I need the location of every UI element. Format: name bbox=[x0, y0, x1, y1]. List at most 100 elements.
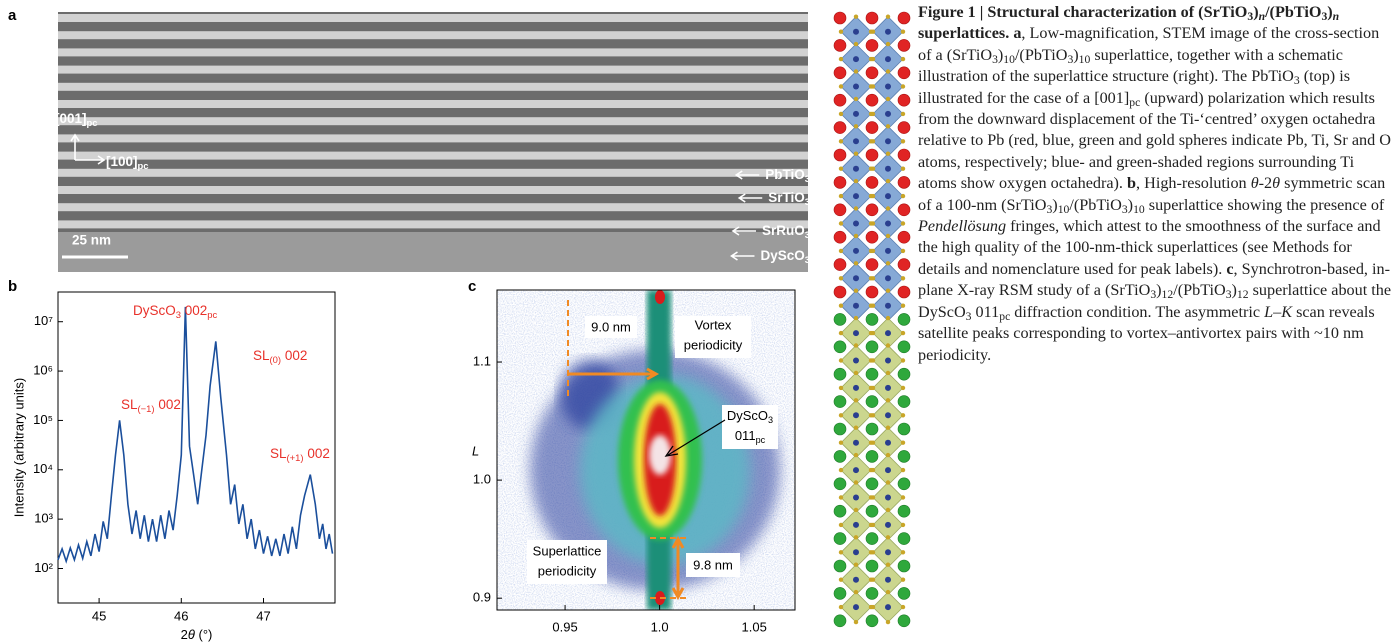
sr-atom bbox=[865, 450, 879, 463]
o-atom bbox=[885, 619, 891, 625]
ti-atom bbox=[885, 193, 891, 200]
o-atom bbox=[885, 452, 891, 458]
o-atom bbox=[870, 550, 876, 555]
pb-atom bbox=[833, 203, 847, 217]
o-atom bbox=[853, 14, 859, 19]
o-atom bbox=[870, 577, 876, 582]
sr-atom bbox=[833, 587, 847, 600]
caption-run: diffraction condition. The asymmetric bbox=[1010, 302, 1265, 321]
caption-run: ) bbox=[997, 45, 1004, 64]
text-run: 3 bbox=[768, 415, 773, 425]
ti-atom bbox=[853, 165, 859, 172]
o-atom bbox=[900, 330, 906, 336]
x-tick-label: 1.05 bbox=[742, 619, 767, 634]
pb-atom bbox=[833, 39, 847, 52]
sr-atom bbox=[865, 395, 879, 408]
layer-arrow bbox=[737, 193, 763, 203]
ti-atom bbox=[853, 412, 859, 419]
annotation: periodicity bbox=[538, 563, 597, 578]
ti-atom bbox=[885, 165, 891, 172]
ti-atom bbox=[853, 110, 859, 117]
o-atom bbox=[853, 619, 859, 625]
text-run: 002 bbox=[304, 446, 330, 461]
rsm-peak bbox=[655, 290, 665, 304]
layer-label: PbTiO3 bbox=[765, 167, 810, 185]
text-run: SL bbox=[121, 397, 138, 412]
caption-run: /(PbTiO bbox=[1014, 45, 1068, 64]
ti-atom bbox=[885, 384, 891, 391]
ti-atom bbox=[885, 56, 891, 63]
sr-atom bbox=[865, 340, 879, 354]
text-run: pc bbox=[87, 118, 98, 129]
pb-atom bbox=[897, 11, 911, 25]
o-atom bbox=[838, 111, 844, 117]
annotation: Superlattice bbox=[533, 543, 602, 558]
text-run: DyScO bbox=[760, 248, 804, 263]
pb-atom bbox=[865, 39, 879, 52]
label-box bbox=[675, 316, 751, 358]
o-atom bbox=[870, 413, 876, 418]
o-atom bbox=[900, 276, 906, 281]
text-run: SrRuO bbox=[762, 223, 805, 238]
text-run: 3 bbox=[805, 230, 810, 241]
o-atom bbox=[900, 139, 906, 144]
o-atom bbox=[870, 385, 876, 391]
guide bbox=[650, 537, 690, 599]
ti-atom bbox=[853, 439, 859, 446]
o-atom bbox=[853, 124, 859, 129]
o-atom bbox=[900, 522, 906, 528]
caption-run: 3 bbox=[1225, 288, 1232, 302]
o-atom bbox=[900, 193, 906, 199]
caption-run: ) bbox=[1253, 3, 1259, 21]
stripe bbox=[58, 220, 808, 229]
y-axis-label: L bbox=[472, 443, 479, 458]
o-atom bbox=[900, 166, 906, 171]
text-run: DyScO bbox=[133, 303, 176, 318]
caption-run: n bbox=[1258, 9, 1266, 23]
o-atom bbox=[900, 111, 906, 117]
sr-atom bbox=[865, 587, 879, 600]
annotation: periodicity bbox=[684, 337, 743, 352]
caption-run: pc bbox=[1129, 95, 1141, 109]
sr-atom bbox=[865, 422, 879, 436]
text-run: (−1) bbox=[138, 404, 155, 415]
caption-run: /(PbTiO bbox=[1265, 3, 1322, 21]
caption-run: θ bbox=[1250, 174, 1259, 193]
ti-atom bbox=[853, 521, 859, 528]
pointer bbox=[664, 419, 726, 457]
sr-atom bbox=[897, 395, 911, 408]
period-arrow bbox=[671, 535, 685, 601]
ti-atom bbox=[853, 330, 859, 337]
o-atom bbox=[838, 467, 844, 473]
o-atom bbox=[853, 535, 859, 540]
ti-atom bbox=[885, 494, 891, 501]
o-atom bbox=[900, 550, 906, 555]
caption-run: superlattice, together with a schematic … bbox=[918, 45, 1343, 86]
o-atom bbox=[853, 41, 859, 47]
caption-run: superlattice showing the presence of bbox=[1144, 195, 1385, 214]
caption-run: 3 bbox=[1247, 9, 1254, 23]
o-atom bbox=[853, 425, 859, 430]
sr-atom bbox=[833, 367, 847, 381]
pb-atom bbox=[897, 285, 911, 299]
o-atom bbox=[885, 589, 891, 595]
o-atom bbox=[870, 495, 876, 500]
o-atom bbox=[885, 124, 891, 129]
o-atom bbox=[838, 440, 844, 445]
o-atom bbox=[885, 507, 891, 513]
text-run: SL bbox=[253, 348, 270, 363]
o-atom bbox=[870, 111, 876, 117]
o-atom bbox=[870, 84, 876, 89]
text-run: [001] bbox=[55, 111, 87, 126]
text-run: SL bbox=[270, 446, 287, 461]
ti-atom bbox=[885, 275, 891, 282]
caption-run: c bbox=[1226, 259, 1234, 278]
ti-atom bbox=[853, 247, 859, 254]
schematic bbox=[833, 11, 911, 628]
text-run: 2 bbox=[181, 627, 188, 642]
o-atom bbox=[885, 261, 891, 266]
pb-atom bbox=[833, 176, 847, 189]
sr-atom bbox=[897, 313, 911, 326]
caption-run: ) bbox=[1156, 281, 1162, 300]
